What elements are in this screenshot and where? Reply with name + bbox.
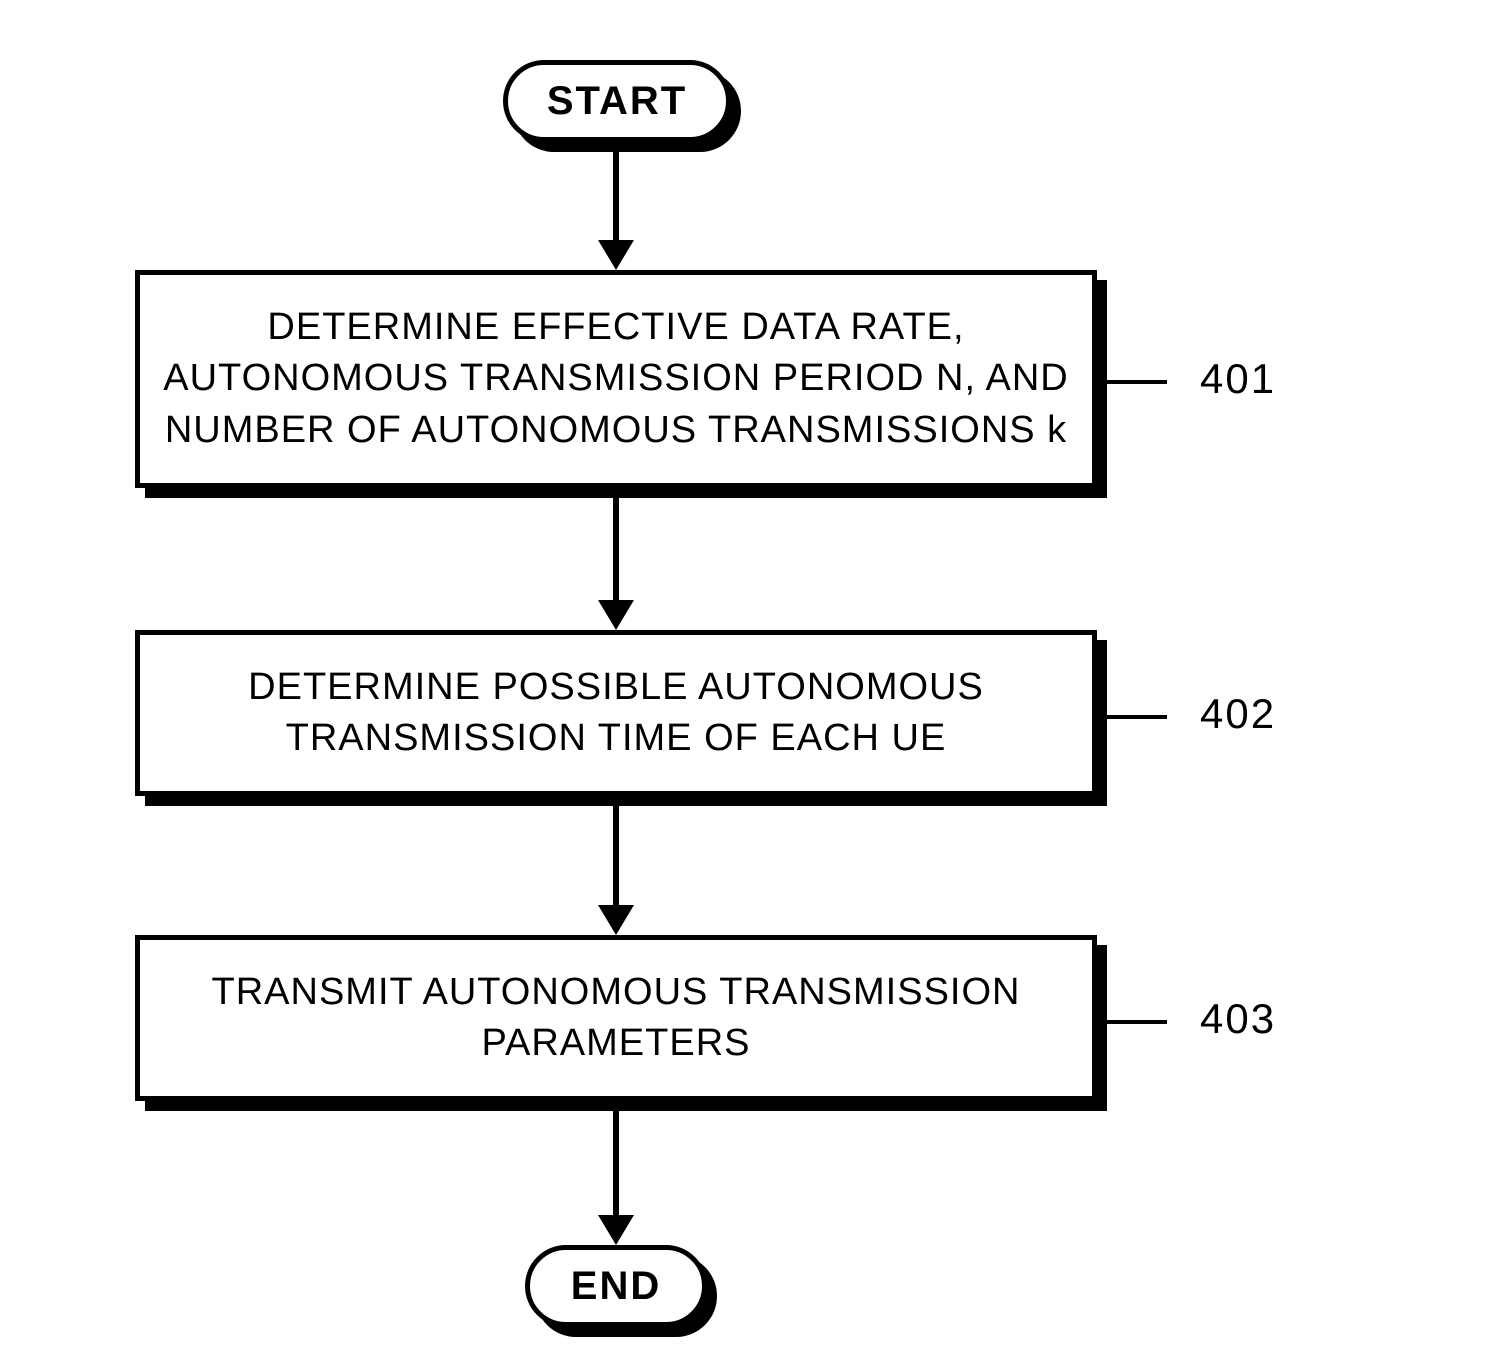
callout-2: 402 [1200, 690, 1276, 738]
callout-3: 403 [1200, 995, 1276, 1043]
process-3-node: TRANSMIT AUTONOMOUS TRANSMISSION PARAMET… [135, 935, 1097, 1101]
arrow-1-line [613, 152, 619, 242]
arrow-3 [596, 806, 636, 935]
arrow-4-head [598, 1215, 634, 1245]
arrow-2 [596, 498, 636, 630]
end-node: END [525, 1245, 707, 1327]
process-2-label: DETERMINE POSSIBLE AUTONOMOUS TRANSMISSI… [150, 662, 1082, 765]
process-1-node: DETERMINE EFFECTIVE DATA RATE, AUTONOMOU… [135, 270, 1097, 488]
arrow-4 [596, 1111, 636, 1245]
start-box: START [503, 60, 731, 142]
process-1-box: DETERMINE EFFECTIVE DATA RATE, AUTONOMOU… [135, 270, 1097, 488]
arrow-4-line [613, 1111, 619, 1217]
callout-1-tick [1107, 380, 1167, 384]
start-node: START [503, 60, 731, 142]
arrow-2-line [613, 498, 619, 602]
arrow-3-head [598, 905, 634, 935]
arrow-1-head [598, 240, 634, 270]
arrow-1 [596, 152, 636, 270]
process-3-box: TRANSMIT AUTONOMOUS TRANSMISSION PARAMET… [135, 935, 1097, 1101]
flowchart-canvas: START DETERMINE EFFECTIVE DATA RATE, AUT… [0, 0, 1491, 1364]
process-2-box: DETERMINE POSSIBLE AUTONOMOUS TRANSMISSI… [135, 630, 1097, 796]
callout-3-label: 403 [1200, 995, 1276, 1042]
process-3-label: TRANSMIT AUTONOMOUS TRANSMISSION PARAMET… [150, 967, 1082, 1070]
callout-1-label: 401 [1200, 355, 1276, 402]
callout-3-tick [1107, 1020, 1167, 1024]
callout-2-tick [1107, 715, 1167, 719]
start-label: START [547, 79, 687, 124]
end-label: END [571, 1264, 661, 1309]
arrow-3-line [613, 806, 619, 907]
arrow-2-head [598, 600, 634, 630]
end-box: END [525, 1245, 707, 1327]
callout-1: 401 [1200, 355, 1276, 403]
process-2-node: DETERMINE POSSIBLE AUTONOMOUS TRANSMISSI… [135, 630, 1097, 796]
process-1-label: DETERMINE EFFECTIVE DATA RATE, AUTONOMOU… [150, 302, 1082, 456]
callout-2-label: 402 [1200, 690, 1276, 737]
